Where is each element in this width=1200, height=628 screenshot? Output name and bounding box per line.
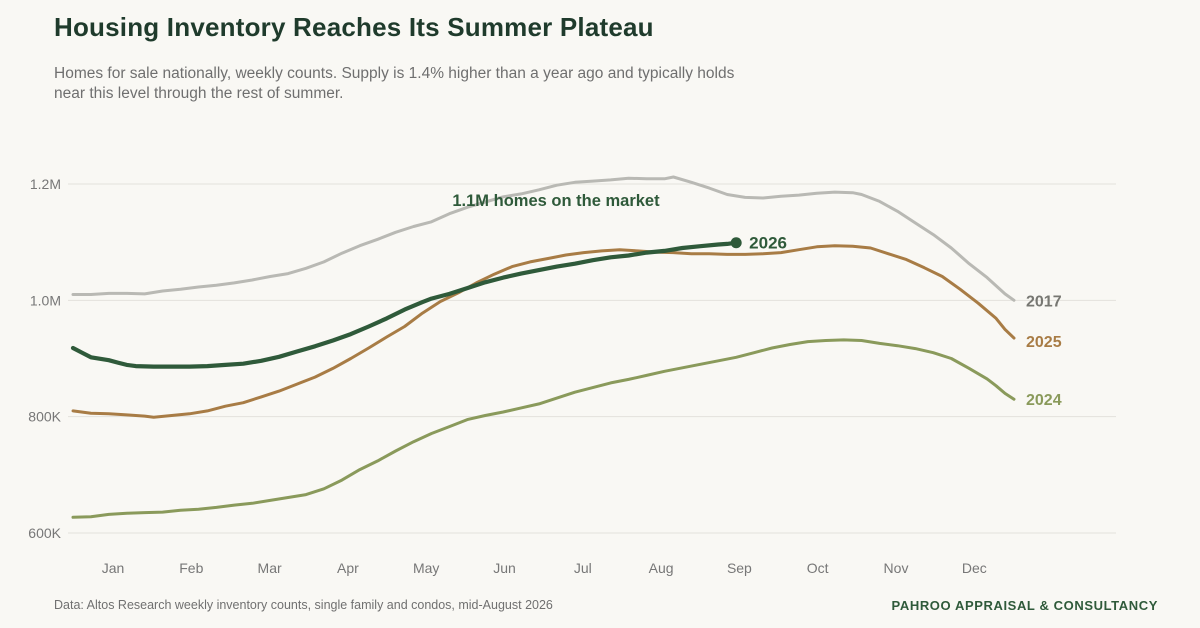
x-tick-label: Mar — [258, 560, 282, 576]
series-label-2017: 2017 — [1026, 293, 1062, 310]
series-label-2024: 2024 — [1026, 392, 1062, 409]
series-label-2026: 2026 — [749, 234, 787, 253]
y-axis-ticks: 600K 800K 1.0M 1.2M — [28, 176, 61, 541]
series-label-2025: 2025 — [1026, 334, 1062, 351]
y-tick-label: 1.0M — [30, 292, 61, 308]
chart-title: Housing Inventory Reaches Its Summer Pla… — [54, 12, 654, 42]
x-tick-label: May — [413, 560, 439, 576]
x-tick-label: Jul — [574, 560, 592, 576]
x-tick-label: Aug — [649, 560, 674, 576]
chart-subtitle: Homes for sale nationally, weekly counts… — [54, 65, 735, 102]
y-tick-label: 800K — [28, 409, 61, 425]
series-endpoint-2026 — [730, 237, 742, 249]
series-labels: 2017 2025 2024 2026 — [749, 234, 1062, 409]
series-lines — [70, 175, 1016, 519]
x-tick-label: Oct — [807, 560, 829, 576]
series-line-2024 — [71, 338, 1016, 519]
x-tick-label: Apr — [337, 560, 359, 576]
gridlines — [68, 183, 1116, 534]
x-tick-label: Dec — [962, 560, 987, 576]
annotation-text: 1.1M homes on the market — [452, 192, 660, 210]
x-tick-label: Nov — [884, 560, 909, 576]
y-tick-label: 1.2M — [30, 176, 61, 192]
series-line-2017 — [71, 175, 1016, 302]
x-tick-label: Jun — [493, 560, 516, 576]
x-axis-ticks: Jan Feb Mar Apr May Jun Jul Aug Sep Oct Nov Dec — [102, 560, 987, 576]
x-tick-label: Jan — [102, 560, 125, 576]
series-line-2025 — [71, 244, 1016, 419]
x-tick-label: Sep — [727, 560, 752, 576]
source-note: Data: Altos Research weekly inventory co… — [54, 598, 553, 612]
x-tick-label: Feb — [179, 560, 203, 576]
brand-name: PAHROO APPRAISAL & CONSULTANCY — [891, 598, 1158, 613]
series-line-2026 — [70, 240, 739, 369]
y-tick-label: 600K — [28, 525, 61, 541]
